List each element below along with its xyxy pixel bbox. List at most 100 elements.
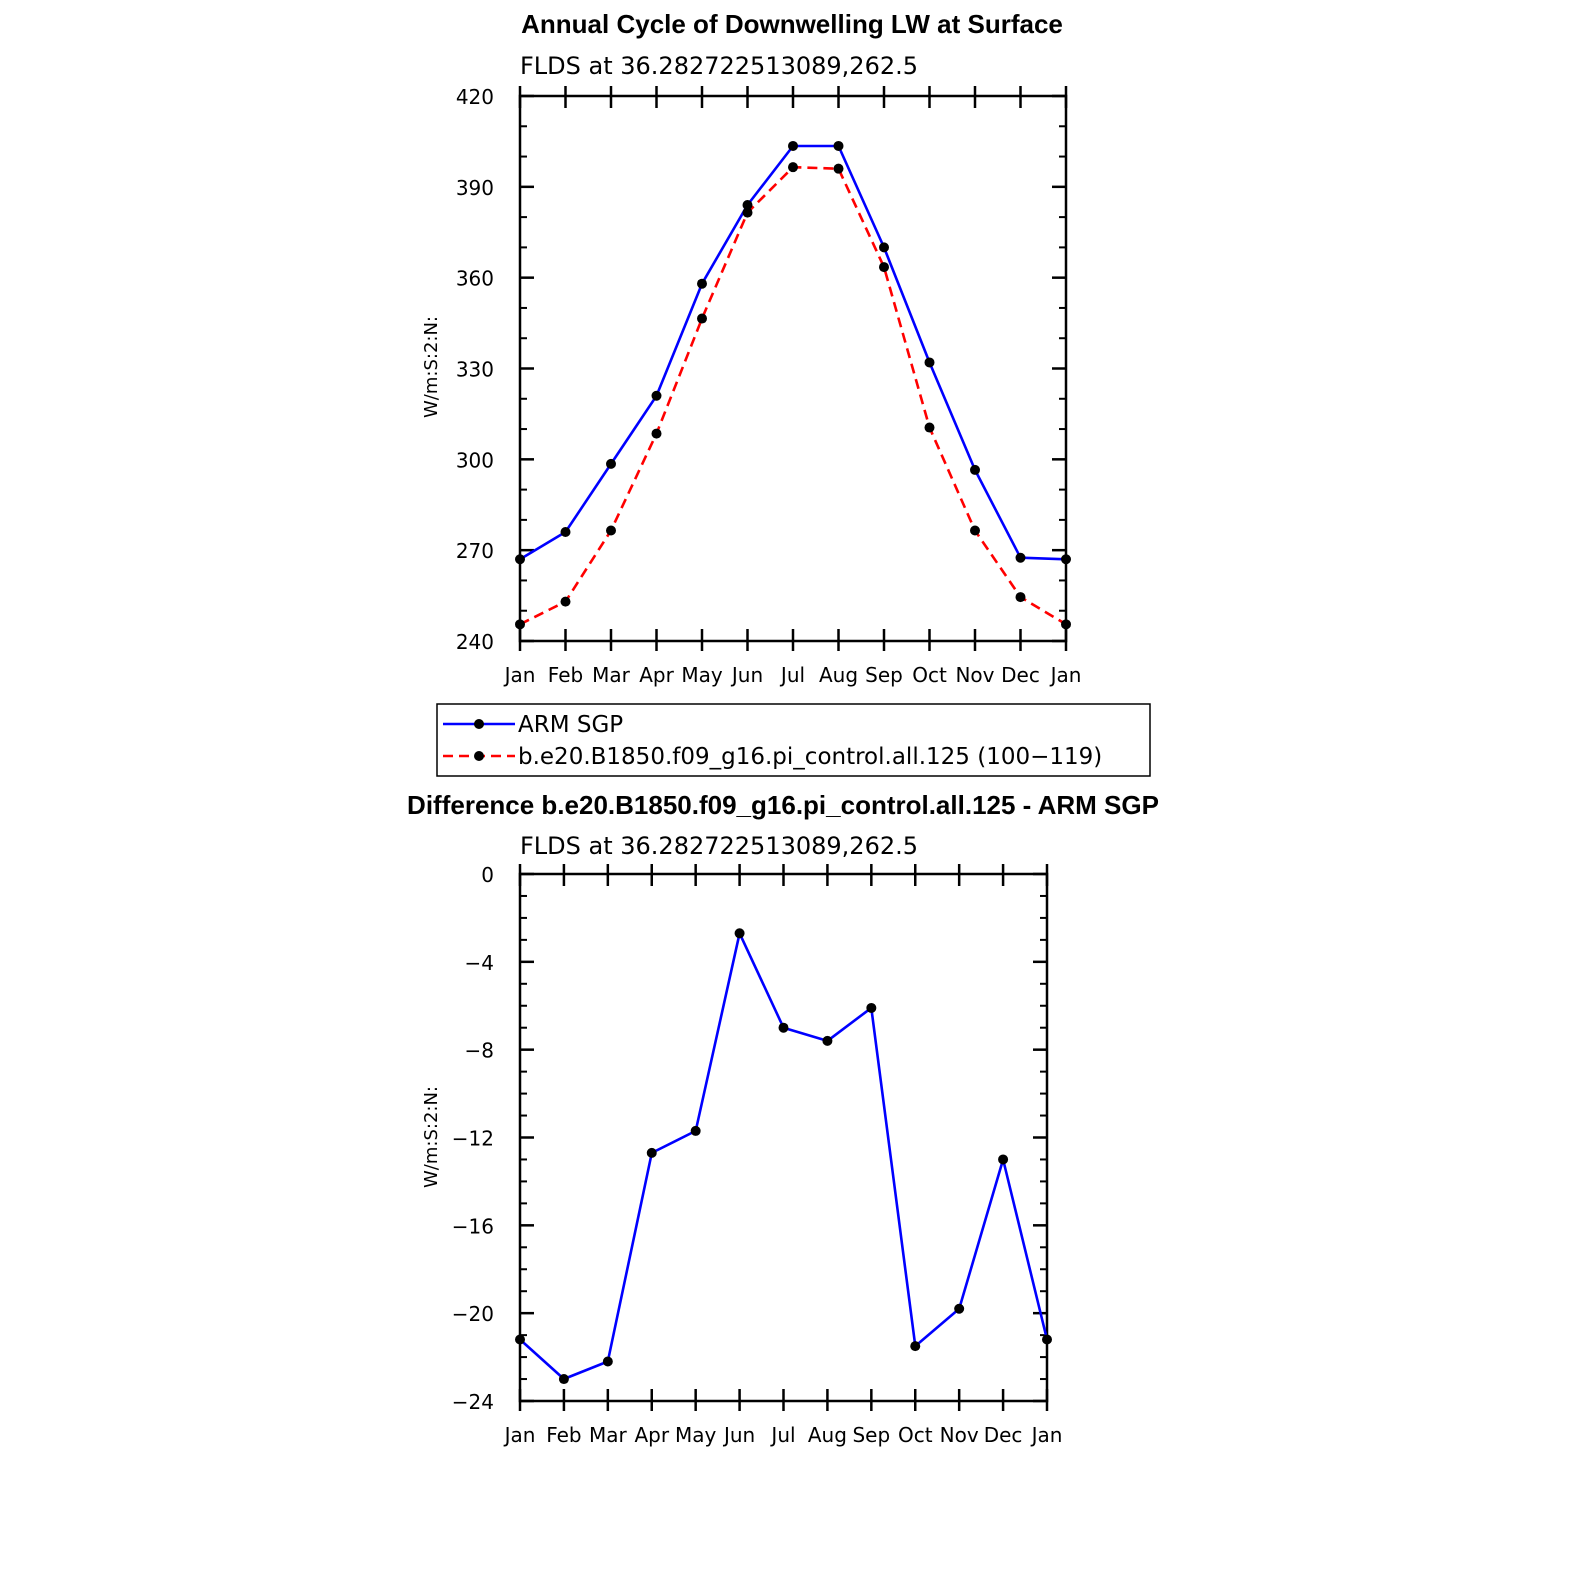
x-tick-label: Dec xyxy=(1001,663,1040,687)
data-point xyxy=(1042,1334,1052,1345)
x-tick-label: May xyxy=(681,663,723,687)
x-tick-label: Jan xyxy=(503,663,536,687)
legend-marker-arm-sgp xyxy=(474,719,484,729)
data-point xyxy=(560,596,571,607)
data-point xyxy=(924,357,935,368)
series-lines xyxy=(519,144,1067,626)
y-tick-label: −16 xyxy=(452,1214,494,1238)
y-tick-label: 390 xyxy=(456,176,494,200)
data-point xyxy=(879,242,889,253)
x-tick-label: Aug xyxy=(808,1423,847,1447)
series-markers xyxy=(515,140,1071,630)
data-point xyxy=(742,207,753,218)
data-point xyxy=(697,278,707,289)
x-tick-label: May xyxy=(675,1423,717,1447)
data-point xyxy=(515,619,525,630)
x-tick-label: Apr xyxy=(639,663,674,687)
data-point xyxy=(646,1147,657,1158)
y-tick-label: 360 xyxy=(456,267,494,291)
data-point xyxy=(651,428,662,439)
data-point xyxy=(970,525,980,536)
y-tick-label: −4 xyxy=(465,951,494,975)
data-point xyxy=(866,1002,877,1013)
data-point xyxy=(515,554,525,565)
x-tick-label: Jul xyxy=(769,1423,795,1447)
x-tick-label: Jan xyxy=(503,1423,536,1447)
x-tick-label: Sep xyxy=(852,1423,890,1447)
y-tick-label: 330 xyxy=(456,358,494,382)
data-point xyxy=(970,464,980,475)
data-point xyxy=(697,313,707,324)
plot-frame xyxy=(518,94,1068,643)
x-tick-label: Oct xyxy=(898,1423,933,1447)
data-point xyxy=(742,200,753,210)
series-lines xyxy=(519,931,1049,1381)
chart-title: Annual Cycle of Downwelling LW at Surfac… xyxy=(521,9,1063,39)
data-point xyxy=(924,422,935,433)
legend-box xyxy=(436,703,1151,777)
x-tick-label: Sep xyxy=(865,663,903,687)
series-markers xyxy=(515,928,1052,1385)
x-tick-label: Oct xyxy=(912,663,947,687)
data-point xyxy=(558,1374,569,1385)
chart-title: Difference b.e20.B1850.f09_g16.pi_contro… xyxy=(407,790,1159,820)
y-tick-label: 0 xyxy=(481,863,494,887)
y-tick-label: −20 xyxy=(452,1302,494,1326)
legend-marker-model xyxy=(474,751,484,761)
y-tick-label: 300 xyxy=(456,448,494,472)
x-tick-label: Jun xyxy=(722,1423,755,1447)
chart-subtitle: FLDS at 36.282722513089,262.5 xyxy=(520,52,918,80)
x-tick-label: Jul xyxy=(779,663,805,687)
data-point xyxy=(560,527,571,537)
x-tick-label: Jan xyxy=(1030,1423,1063,1447)
data-point xyxy=(833,140,844,151)
data-point xyxy=(515,1334,525,1345)
data-point xyxy=(606,458,616,469)
x-tick-label: Jun xyxy=(730,663,763,687)
data-point xyxy=(606,525,616,536)
x-tick-label: Dec xyxy=(984,1423,1023,1447)
data-point xyxy=(1015,552,1026,563)
y-tick-label: −24 xyxy=(452,1390,494,1414)
chart-subtitle: FLDS at 36.282722513089,262.5 xyxy=(520,832,918,860)
y-tick-label: 240 xyxy=(456,630,494,654)
data-point xyxy=(1061,554,1071,565)
x-tick-label: Apr xyxy=(634,1423,669,1447)
data-point xyxy=(822,1035,833,1046)
data-point xyxy=(910,1341,921,1352)
data-point xyxy=(1061,619,1071,630)
data-point xyxy=(651,390,662,401)
x-tick-label: Aug xyxy=(819,663,858,687)
data-point xyxy=(1015,592,1026,603)
data-point xyxy=(788,162,798,173)
series-line-0 xyxy=(519,144,1067,561)
y-axis-label: W/m:S:2:N: xyxy=(421,316,442,418)
y-tick-label: −12 xyxy=(452,1127,494,1151)
axis-ticks: Jan Feb Mar Apr May Jun Jul Aug Sep Oct Nov Dec Jan−… xyxy=(452,863,1063,1447)
data-point xyxy=(833,163,844,174)
x-tick-label: Nov xyxy=(940,1423,979,1447)
plot-frame xyxy=(518,872,1049,1403)
data-point xyxy=(602,1356,613,1367)
x-tick-label: Feb xyxy=(546,1423,581,1447)
difference-panel: Difference b.e20.B1850.f09_g16.pi_contro… xyxy=(407,790,1159,1447)
y-tick-label: −8 xyxy=(465,1039,494,1063)
y-tick-label: 420 xyxy=(456,85,494,109)
y-tick-label: 270 xyxy=(456,539,494,563)
axis-ticks: Jan Feb Mar Apr May Jun Jul Aug Sep Oct Nov Dec Jan 2… xyxy=(456,85,1082,687)
x-tick-label: Mar xyxy=(589,1423,628,1447)
data-point xyxy=(788,140,798,151)
data-point xyxy=(778,1022,789,1033)
x-tick-label: Jan xyxy=(1049,663,1082,687)
x-tick-label: Feb xyxy=(548,663,583,687)
data-point xyxy=(734,928,745,939)
x-tick-label: Mar xyxy=(592,663,631,687)
series-line-1 xyxy=(519,165,1067,626)
legend: ARM SGP b.e20.B1850.f09_g16.pi_control.a… xyxy=(436,703,1151,777)
x-tick-label: Nov xyxy=(955,663,994,687)
data-point xyxy=(998,1154,1009,1165)
data-point xyxy=(879,262,889,273)
legend-label-model: b.e20.B1850.f09_g16.pi_control.all.125 (… xyxy=(518,744,1102,770)
series-line-0 xyxy=(519,931,1049,1381)
